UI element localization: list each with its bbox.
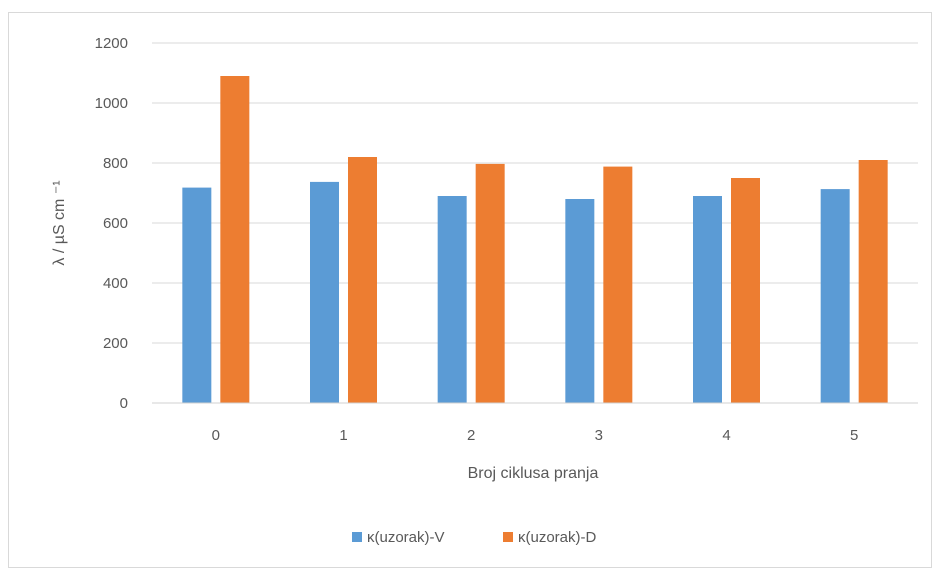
gridlines bbox=[152, 42, 918, 344]
bar-series-v-2 bbox=[437, 196, 467, 403]
y-tick-label: 1000 bbox=[95, 95, 128, 112]
y-tick-labels: 0 200 400 600 800 1000 1200 bbox=[95, 35, 128, 412]
bar-series-v-3 bbox=[565, 199, 595, 403]
y-tick-label: 400 bbox=[103, 275, 128, 292]
chart-frame bbox=[8, 12, 932, 568]
bars bbox=[182, 76, 888, 403]
x-axis-title: Broj ciklusa pranja bbox=[468, 465, 599, 482]
legend-label: κ(uzorak)-D bbox=[518, 529, 597, 546]
bar-series-d-4 bbox=[731, 178, 760, 403]
x-tick-labels: 0 1 2 3 4 5 bbox=[212, 427, 859, 444]
bar-series-d-2 bbox=[475, 163, 505, 403]
bar-series-v-0 bbox=[182, 187, 212, 403]
bar-series-d-0 bbox=[220, 76, 250, 403]
legend: κ(uzorak)-V κ(uzorak)-D bbox=[352, 529, 597, 546]
y-tick-label: 200 bbox=[103, 335, 128, 352]
x-tick-label: 2 bbox=[467, 427, 475, 444]
x-tick-label: 4 bbox=[722, 427, 730, 444]
bar-series-v-1 bbox=[310, 181, 339, 403]
y-tick-label: 600 bbox=[103, 215, 128, 232]
legend-swatch bbox=[352, 532, 362, 542]
y-axis-title: λ / µS cm ⁻¹ bbox=[51, 180, 68, 265]
y-tick-label: 1200 bbox=[95, 35, 128, 52]
legend-swatch bbox=[503, 532, 513, 542]
y-tick-label: 800 bbox=[103, 155, 128, 172]
x-tick-label: 0 bbox=[212, 427, 220, 444]
x-tick-label: 5 bbox=[850, 427, 858, 444]
x-tick-label: 1 bbox=[339, 427, 347, 444]
bar-series-d-5 bbox=[858, 160, 888, 403]
y-tick-label: 0 bbox=[120, 395, 128, 412]
x-tick-label: 3 bbox=[595, 427, 603, 444]
legend-label: κ(uzorak)-V bbox=[367, 529, 445, 546]
bar-series-d-3 bbox=[603, 166, 633, 403]
bar-series-v-5 bbox=[820, 189, 850, 403]
bar-series-v-4 bbox=[693, 196, 722, 403]
bar-series-d-1 bbox=[348, 157, 377, 403]
